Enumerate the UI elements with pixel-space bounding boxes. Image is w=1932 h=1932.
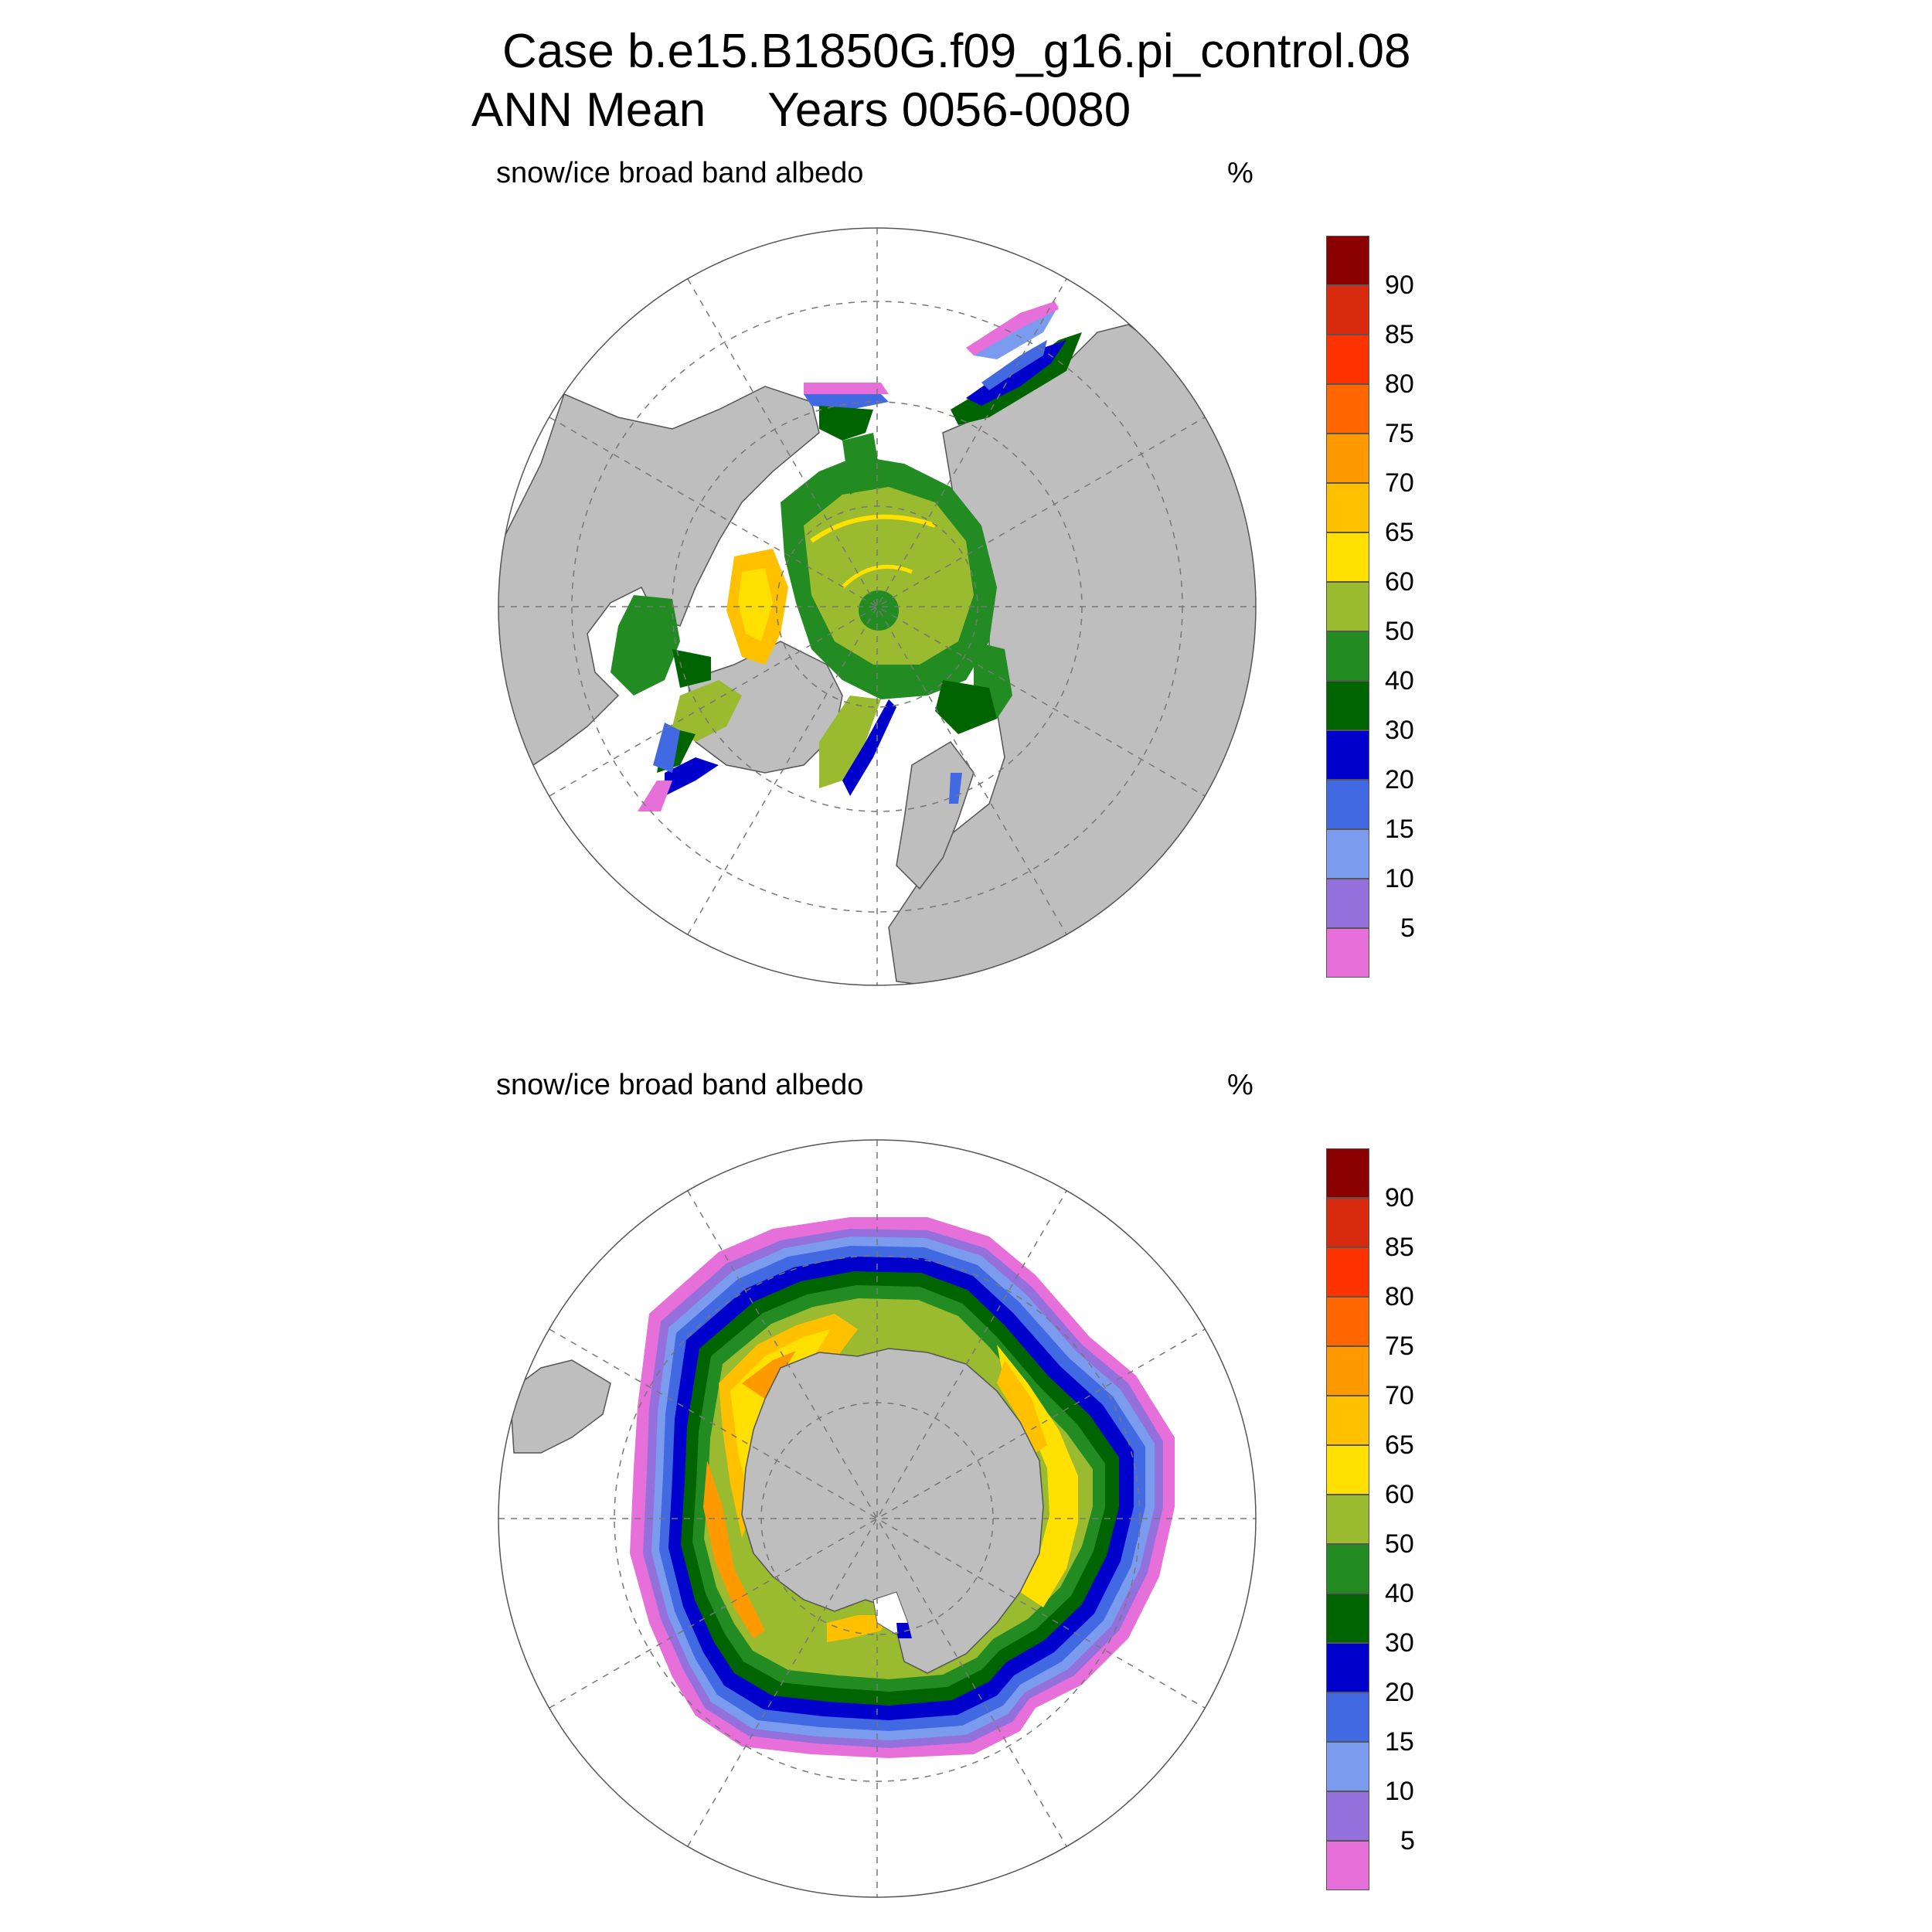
north-colorbar-box xyxy=(1326,384,1369,434)
south-colorbar-label: 20 xyxy=(1385,1678,1414,1707)
north-colorbar-box xyxy=(1326,681,1369,730)
south-colorbar-box xyxy=(1326,1297,1369,1346)
north-colorbar-label: 60 xyxy=(1385,567,1414,597)
north-colorbar-box xyxy=(1326,434,1369,483)
south-colorbar-box xyxy=(1326,1643,1369,1692)
south-colorbar-box xyxy=(1326,1594,1369,1643)
north-colorbar: 5 10 15 20 30 40 50 60 65 70 75 80 85 90 xyxy=(1326,236,1415,978)
north-colorbar-label: 75 xyxy=(1385,419,1414,448)
south-colorbar-label: 10 xyxy=(1385,1777,1414,1806)
north-colorbar-label: 40 xyxy=(1385,666,1414,696)
north-colorbar-box xyxy=(1326,285,1369,335)
south-colorbar-box xyxy=(1326,1495,1369,1544)
north-colorbar-box xyxy=(1326,879,1369,928)
south-colorbar-box xyxy=(1326,1742,1369,1791)
south-colorbar-label: 80 xyxy=(1385,1282,1414,1311)
south-colorbar-label: 5 xyxy=(1400,1826,1415,1855)
north-colorbar-box xyxy=(1326,532,1369,582)
south-colorbar-box xyxy=(1326,1692,1369,1742)
north-colorbar-box xyxy=(1326,483,1369,532)
north-colorbar-label: 90 xyxy=(1385,270,1414,300)
south-colorbar-label: 15 xyxy=(1385,1727,1414,1757)
south-graticule xyxy=(498,1140,1256,1897)
north-colorbar-box xyxy=(1326,335,1369,384)
north-colorbar-box xyxy=(1326,928,1369,978)
north-field-label: snow/ice broad band albedo xyxy=(496,157,864,189)
south-colorbar-box xyxy=(1326,1791,1369,1841)
case-title: Case b.e15.B1850G.f09_g16.pi_control.08 xyxy=(502,25,1411,78)
south-colorbar: 5 10 15 20 30 40 50 60 65 70 75 80 85 90 xyxy=(1326,1148,1415,1890)
north-land xyxy=(498,324,1256,985)
north-graticule xyxy=(498,228,1256,985)
season-label: ANN Mean xyxy=(471,83,706,137)
north-colorbar-label: 65 xyxy=(1385,518,1414,547)
south-colorbar-box xyxy=(1326,1148,1369,1198)
north-colorbar-label: 10 xyxy=(1385,864,1414,893)
south-america-land xyxy=(509,1359,611,1454)
north-colorbar-box xyxy=(1326,730,1369,780)
south-colorbar-label: 30 xyxy=(1385,1628,1414,1658)
north-colorbar-label: 5 xyxy=(1400,913,1415,943)
north-colorbar-label: 15 xyxy=(1385,815,1414,844)
south-colorbar-box xyxy=(1326,1841,1369,1890)
north-colorbar-box xyxy=(1326,829,1369,879)
south-colorbar-label: 90 xyxy=(1385,1183,1414,1213)
antarctica-land xyxy=(741,1348,1044,1674)
north-colorbar-label: 70 xyxy=(1385,468,1414,498)
south-colorbar-box xyxy=(1326,1396,1369,1445)
north-colorbar-box xyxy=(1326,236,1369,285)
north-colorbar-label: 30 xyxy=(1385,716,1414,745)
south-colorbar-label: 70 xyxy=(1385,1381,1414,1410)
north-colorbar-box xyxy=(1326,582,1369,631)
south-units-label: % xyxy=(1227,1069,1253,1101)
south-colorbar-label: 75 xyxy=(1385,1332,1414,1361)
north-colorbar-box xyxy=(1326,631,1369,681)
south-colorbar-box xyxy=(1326,1445,1369,1495)
south-colorbar-label: 40 xyxy=(1385,1579,1414,1608)
south-polar-map xyxy=(498,1139,1257,1898)
south-colorbar-box xyxy=(1326,1247,1369,1297)
south-colorbar-box xyxy=(1326,1346,1369,1396)
south-colorbar-label: 50 xyxy=(1385,1529,1414,1559)
north-colorbar-box xyxy=(1326,780,1369,829)
north-colorbar-label: 85 xyxy=(1385,320,1414,349)
north-colorbar-label: 50 xyxy=(1385,617,1414,646)
south-colorbar-label: 85 xyxy=(1385,1233,1414,1262)
season-years-title: ANN Mean Years 0056-0080 xyxy=(471,87,1131,134)
years-label: Years 0056-0080 xyxy=(767,83,1131,137)
north-colorbar-label: 80 xyxy=(1385,369,1414,399)
north-polar-map xyxy=(498,227,1257,986)
north-units-label: % xyxy=(1227,157,1253,189)
south-colorbar-label: 65 xyxy=(1385,1430,1414,1460)
south-colorbar-box xyxy=(1326,1544,1369,1594)
south-colorbar-box xyxy=(1326,1198,1369,1247)
south-colorbar-label: 60 xyxy=(1385,1480,1414,1509)
south-field-label: snow/ice broad band albedo xyxy=(496,1069,864,1101)
north-colorbar-label: 20 xyxy=(1385,765,1414,794)
